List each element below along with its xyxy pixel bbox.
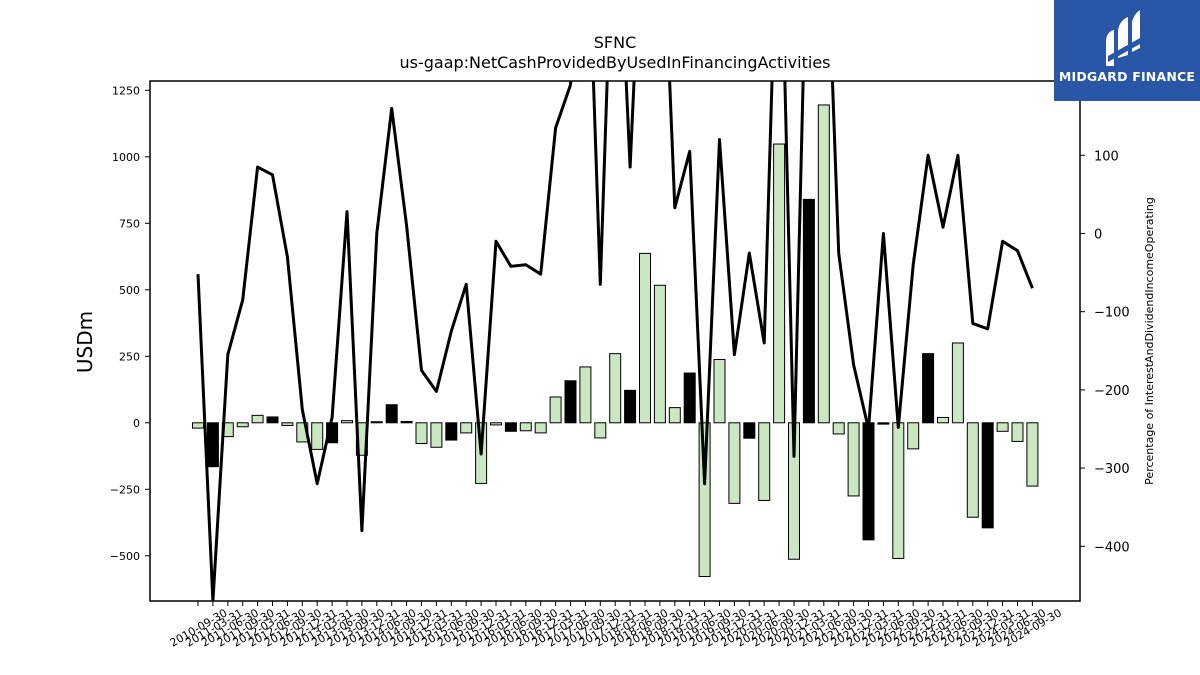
- bar-2024-06-30: [1011, 422, 1024, 442]
- bar-2018-03-31: [639, 252, 651, 424]
- bar-2019-03-31: [698, 422, 711, 578]
- bar-2022-09-30: [907, 422, 920, 450]
- bar-2016-03-31: [519, 422, 532, 432]
- bar-2021-06-30: [832, 422, 845, 435]
- bar-2010-12-31: [206, 422, 219, 468]
- bar-2019-09-30: [728, 422, 741, 504]
- bar-2015-12-31: [504, 422, 517, 432]
- plot-frame: [149, 80, 1081, 602]
- y-tick-label: −500: [110, 550, 140, 563]
- bar-2024-09-30: [1026, 422, 1039, 487]
- y2-tick-label: 0: [1094, 227, 1102, 242]
- bar-2022-03-31: [877, 422, 890, 425]
- bar-2021-09-30: [847, 422, 860, 497]
- chart-subtitle: us-gaap:NetCashProvidedByUsedInFinancing…: [399, 53, 830, 72]
- bar-2018-12-31: [683, 372, 696, 424]
- bar-2014-03-31: [400, 420, 413, 424]
- bar-2021-03-31: [817, 104, 830, 424]
- logo-mark-icon: [1106, 10, 1140, 66]
- bar-2020-06-30: [773, 143, 786, 424]
- y2-tick-label: −300: [1094, 462, 1130, 477]
- y-tick-label: −250: [110, 483, 140, 496]
- bar-2023-03-31: [937, 416, 949, 424]
- bar-2011-09-30: [251, 414, 264, 424]
- bar-2020-12-31: [802, 198, 815, 424]
- percentage-line: [196, 81, 1034, 601]
- bar-2015-09-30: [490, 422, 502, 426]
- bar-2014-09-30: [430, 422, 443, 448]
- bar-2018-09-30: [668, 407, 681, 424]
- bar-2019-12-31: [743, 422, 756, 439]
- bar-2016-12-31: [564, 380, 577, 424]
- bar-2016-06-30: [534, 422, 547, 434]
- bar-2013-12-31: [385, 404, 398, 424]
- bar-2013-03-31: [341, 420, 353, 424]
- bar-2021-12-31: [862, 422, 875, 541]
- bar-2023-09-30: [966, 422, 979, 518]
- bar-2017-03-31: [579, 366, 592, 424]
- bar-2012-03-31: [281, 422, 294, 426]
- bar-2017-12-31: [624, 389, 637, 424]
- bar-2016-09-30: [549, 396, 562, 424]
- y-tick-label: 1000: [112, 151, 140, 164]
- bar-2011-12-31: [266, 416, 279, 424]
- bar-2014-06-30: [415, 422, 428, 445]
- y-tick-label: 500: [119, 284, 140, 297]
- bar-2019-06-30: [713, 358, 726, 424]
- y-axis-label: USDm: [73, 311, 97, 373]
- plot-area: [192, 81, 1039, 601]
- y2-tick-label: −200: [1094, 384, 1130, 399]
- bar-2012-09-30: [311, 422, 324, 450]
- bar-2011-06-30: [236, 422, 249, 428]
- bar-2017-06-30: [594, 422, 607, 439]
- bar-2024-03-31: [996, 422, 1009, 432]
- bar-2023-12-31: [981, 422, 994, 529]
- axes: −500−250025050075010001250−400−300−200−1…: [110, 80, 1130, 650]
- y2-axis-label: Percentage of InterestAndDividendIncomeO…: [1143, 197, 1156, 485]
- bar-2010-09-30: [192, 422, 204, 429]
- y-tick-label: 750: [119, 217, 140, 230]
- bar-2018-06-30: [653, 284, 666, 424]
- bar-2013-09-30: [370, 421, 383, 424]
- bar-2022-12-31: [922, 353, 935, 424]
- y2-tick-label: 100: [1094, 149, 1119, 164]
- brand-logo: MIDGARD FINANCE: [1054, 0, 1200, 101]
- y-tick-label: 250: [119, 350, 140, 363]
- y2-tick-label: −100: [1094, 306, 1130, 321]
- y-tick-label: 0: [133, 417, 140, 430]
- y-tick-label: 1250: [112, 84, 140, 97]
- bar-2017-09-30: [609, 353, 622, 424]
- bar-2015-03-31: [460, 422, 473, 434]
- bar-2023-06-30: [951, 342, 964, 424]
- bar-2020-03-31: [758, 422, 771, 501]
- y2-tick-label: −400: [1094, 540, 1130, 555]
- logo-text: MIDGARD FINANCE: [1058, 69, 1196, 84]
- chart-title: SFNC: [594, 33, 637, 52]
- bar-2014-12-31: [445, 422, 458, 441]
- bar-2022-06-30: [892, 422, 905, 559]
